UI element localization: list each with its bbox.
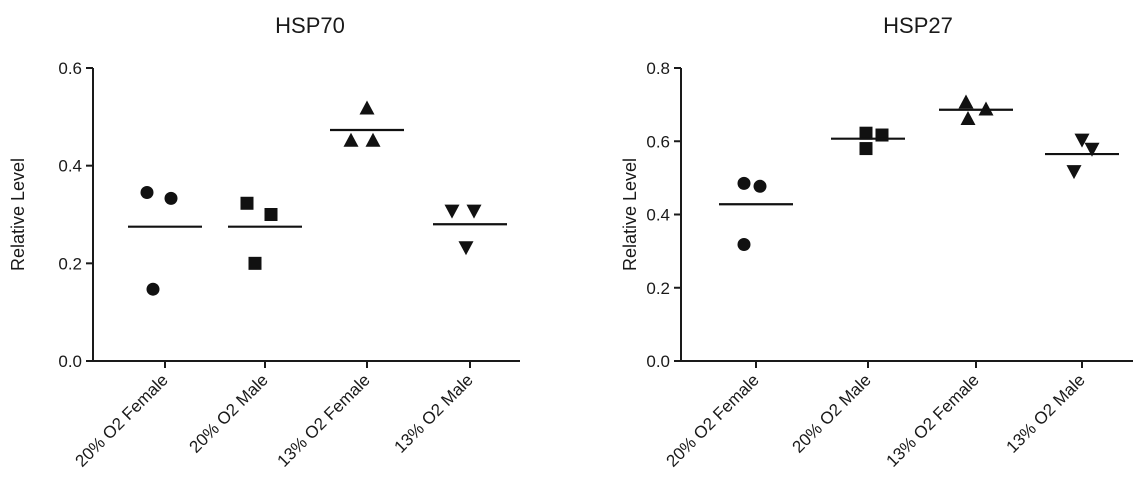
y-tick-label: 0.2 [58, 254, 82, 273]
x-tick-label: 13% O2 Female [883, 370, 983, 470]
data-point-square [240, 196, 254, 210]
y-tick-label: 0.0 [646, 352, 670, 371]
data-point-square [248, 256, 262, 270]
data-point-triangle-down [458, 241, 474, 256]
data-point-triangle-up [958, 94, 974, 109]
data-point-triangle-up [365, 132, 381, 147]
data-point-triangle-down [1084, 142, 1100, 157]
y-tick-label: 0.8 [646, 59, 670, 78]
data-point-square [859, 142, 873, 156]
chart-panel-hsp27: HSP27 Relative Level 0.0 0.2 0.4 0.6 0.8 20% O2… [620, 13, 1133, 471]
x-tick-label: 13% O2 Male [391, 370, 477, 456]
data-point-circle [737, 176, 751, 190]
chart-title: HSP27 [883, 13, 953, 38]
data-point-triangle-down [466, 204, 482, 219]
data-point-circle [164, 191, 178, 205]
data-point-triangle-down [1066, 165, 1082, 180]
y-axis-label: Relative Level [620, 158, 640, 271]
y-tick-label: 0.4 [646, 206, 670, 225]
y-tick-label: 0.6 [58, 59, 82, 78]
data-point-triangle-up [359, 100, 375, 115]
y-tick-label: 0.4 [58, 157, 82, 176]
data-point-triangle-up [343, 132, 359, 147]
y-tick-label: 0.0 [58, 352, 82, 371]
x-tick-label: 20% O2 Male [186, 370, 272, 456]
data-point-triangle-up [978, 101, 994, 116]
data-point-circle [737, 238, 751, 252]
x-tick-label: 20% O2 Female [72, 370, 172, 470]
x-tick-label: 13% O2 Female [274, 370, 374, 470]
chart-title: HSP70 [275, 13, 345, 38]
chart-panel-hsp70: HSP70 Relative Level 0.0 0.2 0.4 0.6 20% O2 Fe… [8, 13, 520, 471]
data-point-square [264, 208, 278, 221]
data-point-circle [753, 179, 767, 193]
x-tick-label: 20% O2 Female [663, 370, 763, 470]
data-point-square [859, 126, 873, 140]
data-point-triangle-down [444, 204, 460, 219]
y-tick-label: 0.6 [646, 132, 670, 151]
data-point-triangle-down [1074, 133, 1090, 148]
data-point-circle [140, 186, 154, 200]
x-tick-label: 20% O2 Male [789, 370, 875, 456]
x-tick-label: 13% O2 Male [1003, 370, 1089, 456]
y-tick-label: 0.2 [646, 279, 670, 298]
data-point-triangle-up [960, 111, 976, 126]
data-point-circle [146, 282, 160, 296]
y-axis-label: Relative Level [8, 158, 28, 271]
